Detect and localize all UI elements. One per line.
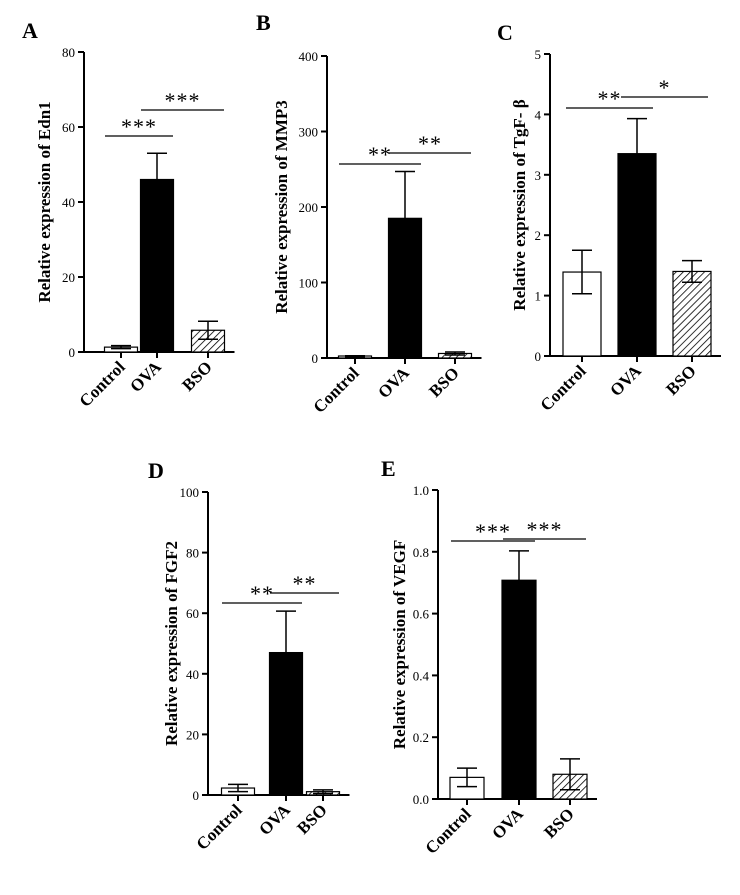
- panel-e: E 0.0 0.2 0.4 0.6 0.8 1.0 Relative expression o…: [381, 456, 597, 858]
- significance-label: **: [598, 86, 622, 111]
- x-tick-label-bso: BSO: [178, 357, 215, 394]
- y-tick-label: 300: [299, 125, 319, 140]
- bar-ova: [617, 153, 657, 357]
- y-tick-label: 0.0: [413, 792, 429, 807]
- significance-label: **: [368, 142, 392, 167]
- y-tick-label: 400: [299, 49, 319, 64]
- y-tick-label: 0.2: [413, 730, 429, 745]
- y-tick-label: 0.6: [413, 607, 430, 622]
- y-tick-label: 1.0: [413, 483, 429, 498]
- y-tick-label: 0: [69, 345, 76, 360]
- x-tick-label-control: Control: [537, 361, 590, 414]
- x-tick-label-ova: OVA: [255, 800, 294, 839]
- y-tick-label: 100: [299, 276, 319, 291]
- y-tick-label: 60: [186, 606, 199, 621]
- bar-ova: [139, 178, 175, 353]
- y-tick-label: 200: [299, 200, 319, 215]
- y-tick-label: 1: [535, 289, 542, 304]
- bar-ova: [501, 579, 537, 800]
- y-tick-label: 20: [186, 727, 199, 742]
- x-tick-label-control: Control: [76, 357, 129, 410]
- x-tick-label-bso: BSO: [293, 800, 330, 837]
- y-tick-label: 3: [535, 168, 542, 183]
- bar-bso: [672, 270, 712, 357]
- x-tick-label-ova: OVA: [126, 357, 165, 396]
- panel-letter: B: [256, 10, 271, 35]
- significance-label: **: [250, 581, 274, 606]
- panel-letter: E: [381, 456, 396, 481]
- y-tick-label: 5: [535, 47, 542, 62]
- y-tick-label: 100: [180, 485, 200, 500]
- y-axis-title: Relative expression of TgF- β: [510, 99, 529, 310]
- x-tick-label-control: Control: [422, 804, 475, 857]
- x-tick-label-ova: OVA: [488, 804, 527, 843]
- x-tick-label-ova: OVA: [606, 361, 645, 400]
- y-tick-label: 60: [62, 120, 75, 135]
- x-tick-label-control: Control: [193, 800, 246, 853]
- significance-label: *: [659, 75, 671, 100]
- panel-b: B 0 100 200 300 400 Relative expression of MMP…: [256, 10, 482, 417]
- panel-c: C 0 1 2 3 4 5 Relative expression of TgF- β Cont…: [497, 20, 721, 415]
- panel-letter: D: [148, 458, 164, 483]
- x-tick-label-bso: BSO: [425, 363, 462, 400]
- y-tick-label: 80: [62, 45, 75, 60]
- y-tick-label: 20: [62, 270, 75, 285]
- x-tick-label-bso: BSO: [540, 804, 577, 841]
- x-tick-label-ova: OVA: [374, 363, 413, 402]
- y-axis-title: Relative expression of VEGF: [390, 540, 409, 750]
- y-tick-label: 4: [535, 107, 542, 122]
- y-tick-label: 80: [186, 546, 199, 561]
- y-tick-label: 0: [193, 788, 200, 803]
- y-axis-title: Relative expression of Edn1: [35, 101, 54, 302]
- bar-ova: [387, 217, 423, 359]
- panel-d: D 0 20 40 60 80 100 Relative expression of FGF2…: [148, 458, 350, 854]
- y-axis-title: Relative expression of MMP3: [272, 100, 291, 314]
- bar-ova: [268, 651, 304, 796]
- panel-letter: A: [22, 18, 38, 43]
- significance-label: ***: [165, 88, 201, 113]
- y-tick-label: 0.8: [413, 545, 429, 560]
- significance-label: **: [418, 131, 442, 156]
- y-tick-label: 40: [62, 195, 75, 210]
- y-tick-label: 0.4: [413, 668, 430, 683]
- y-tick-label: 2: [535, 228, 542, 243]
- x-tick-label-bso: BSO: [662, 361, 699, 398]
- panel-letter: C: [497, 20, 513, 45]
- significance-label: ***: [475, 519, 511, 544]
- y-tick-label: 0: [535, 349, 542, 364]
- significance-label: ***: [121, 114, 157, 139]
- significance-label: ***: [527, 517, 563, 542]
- y-tick-label: 40: [186, 667, 199, 682]
- x-tick-label-control: Control: [310, 363, 363, 416]
- y-axis-title: Relative expression of FGF2: [162, 541, 181, 746]
- significance-label: **: [293, 571, 317, 596]
- y-tick-label: 0: [312, 351, 319, 366]
- panel-a: A 0 20 40 60 80 Relative expression of Edn1 Con…: [22, 18, 235, 411]
